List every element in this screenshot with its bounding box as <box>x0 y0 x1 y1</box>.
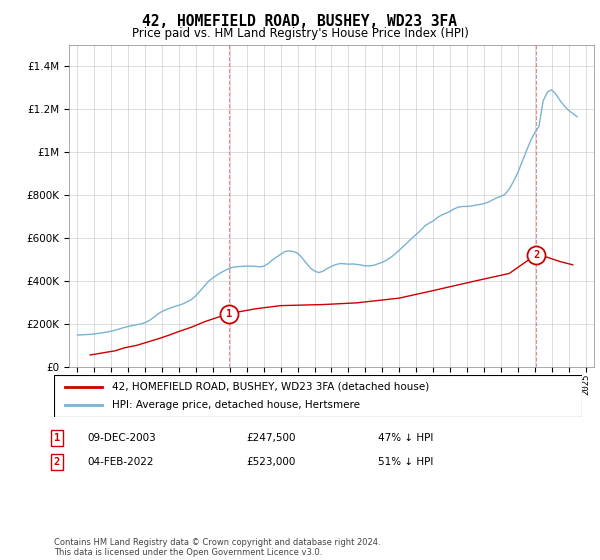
Text: Contains HM Land Registry data © Crown copyright and database right 2024.
This d: Contains HM Land Registry data © Crown c… <box>54 538 380 557</box>
Text: 51% ↓ HPI: 51% ↓ HPI <box>378 457 433 467</box>
Text: 2: 2 <box>533 250 539 259</box>
Text: 04-FEB-2022: 04-FEB-2022 <box>87 457 154 467</box>
Text: £247,500: £247,500 <box>246 433 296 443</box>
FancyBboxPatch shape <box>54 375 582 417</box>
Text: 47% ↓ HPI: 47% ↓ HPI <box>378 433 433 443</box>
Text: Price paid vs. HM Land Registry's House Price Index (HPI): Price paid vs. HM Land Registry's House … <box>131 27 469 40</box>
Text: 1: 1 <box>54 433 60 443</box>
Text: 1: 1 <box>226 309 232 319</box>
Text: 09-DEC-2003: 09-DEC-2003 <box>87 433 156 443</box>
Text: HPI: Average price, detached house, Hertsmere: HPI: Average price, detached house, Hert… <box>112 400 360 410</box>
Text: £523,000: £523,000 <box>246 457 295 467</box>
Text: 2: 2 <box>54 457 60 467</box>
Text: 42, HOMEFIELD ROAD, BUSHEY, WD23 3FA (detached house): 42, HOMEFIELD ROAD, BUSHEY, WD23 3FA (de… <box>112 382 430 392</box>
Text: 42, HOMEFIELD ROAD, BUSHEY, WD23 3FA: 42, HOMEFIELD ROAD, BUSHEY, WD23 3FA <box>143 14 458 29</box>
